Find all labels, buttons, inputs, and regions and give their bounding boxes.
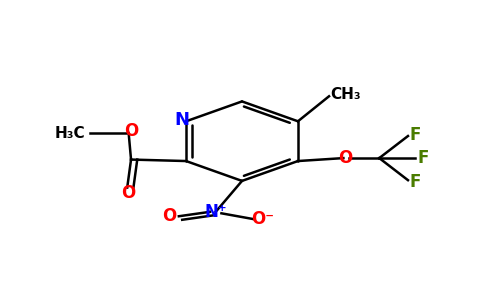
Text: O: O (162, 207, 176, 225)
Text: O: O (121, 184, 136, 202)
Text: CH₃: CH₃ (331, 87, 361, 102)
Text: O: O (338, 149, 352, 167)
Text: N⁺: N⁺ (204, 203, 227, 221)
Text: H₃C: H₃C (55, 126, 85, 141)
Text: O: O (124, 122, 138, 140)
Text: O⁻: O⁻ (252, 210, 274, 228)
Text: F: F (417, 149, 428, 167)
Text: F: F (410, 173, 421, 191)
Text: F: F (410, 125, 421, 143)
Text: N: N (175, 111, 190, 129)
